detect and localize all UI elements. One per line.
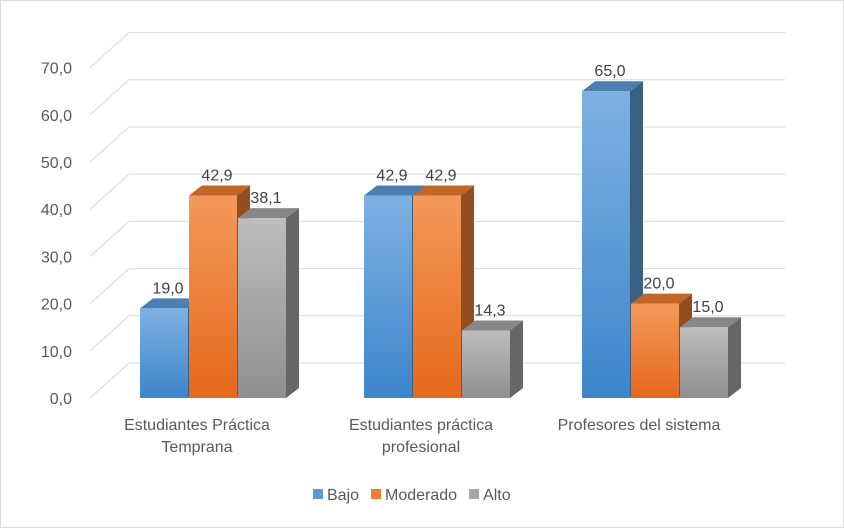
- bar-front: [631, 303, 679, 398]
- y-tick-label: 70,0: [41, 61, 72, 78]
- bar-top: [631, 293, 692, 304]
- bar-top: [140, 298, 201, 309]
- bar-top: [238, 208, 299, 219]
- data-label: 38,1: [250, 190, 281, 207]
- data-label: 42,9: [376, 168, 407, 185]
- gridline: [89, 126, 785, 163]
- data-label: 19,0: [152, 280, 183, 297]
- category-label: profesional: [382, 439, 460, 456]
- y-tick-label: 20,0: [41, 297, 72, 314]
- data-label: 42,9: [425, 168, 456, 185]
- y-axis: 0,0 10,0 20,0 30,0 40,0 50,0 60,0 70,0: [41, 61, 72, 408]
- gridline: [89, 79, 785, 116]
- bar-top: [582, 81, 643, 92]
- bar-top: [680, 317, 741, 328]
- category-label: Profesores del sistema: [558, 417, 721, 434]
- bar-front: [680, 327, 728, 398]
- legend: Bajo Moderado Alto: [313, 487, 511, 504]
- bar-front: [140, 308, 188, 398]
- gridline: [89, 173, 785, 210]
- data-label: 42,9: [201, 168, 232, 185]
- legend-label: Moderado: [385, 487, 457, 504]
- y-tick-label: 30,0: [41, 249, 72, 266]
- legend-swatch: [469, 489, 480, 499]
- bar-alto-2: [680, 317, 741, 398]
- data-label: 20,0: [643, 276, 674, 293]
- bar-moderado-1: [413, 185, 474, 398]
- bar-side: [286, 208, 299, 398]
- legend-item-alto: Alto: [469, 487, 511, 504]
- category-label: Temprana: [161, 439, 232, 456]
- y-tick-label: 0,0: [50, 391, 72, 408]
- gridline: [89, 315, 785, 352]
- y-tick-label: 40,0: [41, 202, 72, 219]
- gridline: [89, 362, 785, 399]
- gridlines: [89, 32, 785, 399]
- data-label: 14,3: [474, 303, 505, 320]
- bar-front: [238, 218, 286, 398]
- bar-side: [728, 317, 741, 398]
- y-tick-label: 50,0: [41, 155, 72, 172]
- data-label: 65,0: [594, 63, 625, 80]
- bar-front: [582, 91, 630, 398]
- bar-front: [189, 195, 237, 398]
- data-label: 15,0: [692, 299, 723, 316]
- legend-item-moderado: Moderado: [371, 487, 457, 504]
- legend-item-bajo: Bajo: [313, 487, 359, 504]
- data-labels: 19,0 42,9 38,1 42,9 42,9 14,3 65,0 20,0 15,0: [152, 63, 723, 319]
- bar-front: [462, 330, 510, 398]
- category-label: Estudiantes Práctica: [124, 417, 270, 434]
- y-tick-label: 10,0: [41, 344, 72, 361]
- bar-bajo-2: [582, 81, 643, 398]
- bar-top: [364, 185, 425, 196]
- gridline: [89, 32, 785, 68]
- bar-side: [510, 320, 523, 398]
- bar-alto-1: [462, 320, 523, 398]
- bar-front: [364, 195, 412, 398]
- x-axis: Estudiantes Práctica Temprana Estudiantes …: [124, 417, 720, 456]
- legend-label: Bajo: [327, 487, 359, 504]
- bar-alto-0: [238, 208, 299, 398]
- bar-top: [189, 185, 250, 196]
- y-tick-label: 60,0: [41, 108, 72, 125]
- bar-top: [462, 320, 523, 331]
- legend-swatch: [313, 489, 323, 499]
- legend-label: Alto: [483, 487, 511, 504]
- legend-swatch: [371, 489, 382, 499]
- bars: [140, 81, 741, 398]
- gridline: [89, 220, 785, 257]
- bar-front: [413, 195, 461, 398]
- gridline: [89, 268, 785, 304]
- bar-top: [413, 185, 474, 196]
- category-label: Estudiantes práctica: [349, 417, 493, 434]
